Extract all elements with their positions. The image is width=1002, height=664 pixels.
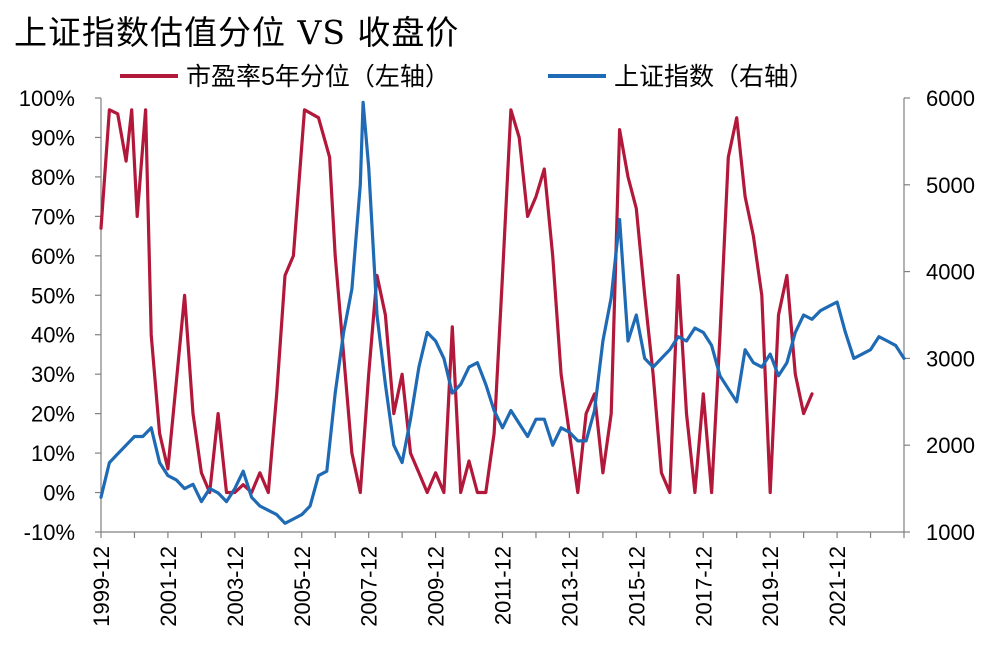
y-right-tick-label: 1000 xyxy=(926,520,975,545)
x-tick-label: 2011-12 xyxy=(491,546,516,625)
y-right-tick-label: 4000 xyxy=(926,260,975,285)
x-tick-label: 2003-12 xyxy=(223,546,248,627)
y-left-tick-label: 30% xyxy=(31,362,75,387)
x-tick-label: 2005-12 xyxy=(290,546,315,627)
y-left-tick-label: 50% xyxy=(31,283,75,308)
y-left-tick-label: 90% xyxy=(31,125,75,150)
index-line xyxy=(99,100,906,525)
y-left-tick-label: 80% xyxy=(31,165,75,190)
y-right-tick-label: 6000 xyxy=(926,86,975,111)
x-tick-label: 2013-12 xyxy=(557,546,582,627)
legend: 市盈率5年分位（左轴） 上证指数（右轴） xyxy=(120,63,814,91)
x-tick-label: 2007-12 xyxy=(357,546,382,627)
legend-label: 市盈率5年分位（左轴） xyxy=(186,63,450,91)
y-right-tick-label: 3000 xyxy=(926,346,975,371)
x-tick-label: 2019-12 xyxy=(758,546,783,627)
y-left-tick-label: 10% xyxy=(31,441,75,466)
x-tick-label: 2021-12 xyxy=(825,546,850,627)
legend-label: 上证指数（右轴） xyxy=(614,63,814,91)
series-layer xyxy=(99,100,906,525)
y-left-tick-label: -10% xyxy=(24,520,75,545)
y-left-tick-label: 40% xyxy=(31,323,75,348)
y-left-tick-label: 0% xyxy=(43,481,75,506)
pe-percentile-line xyxy=(99,108,814,495)
y-right-tick-label: 2000 xyxy=(926,433,975,458)
x-tick-label: 2015-12 xyxy=(624,546,649,627)
y-left-tick-label: 20% xyxy=(31,402,75,427)
y-left-tick-label: 100% xyxy=(19,86,75,111)
x-tick-label: 1999-12 xyxy=(89,546,114,627)
y-left-tick-label: 70% xyxy=(31,204,75,229)
y-right-tick-label: 5000 xyxy=(926,173,975,198)
x-tick-label: 2001-12 xyxy=(156,546,181,627)
x-tick-label: 2017-12 xyxy=(691,546,716,627)
x-tick-label: 2009-12 xyxy=(424,546,449,627)
y-left-tick-label: 60% xyxy=(31,244,75,269)
axes: -10% 0% 10% 20% 30% 40% 50% 60% 70% 80% 90% 100% 100… xyxy=(19,86,975,627)
chart-title: 上证指数估值分位 VS 收盘价 xyxy=(14,13,460,52)
